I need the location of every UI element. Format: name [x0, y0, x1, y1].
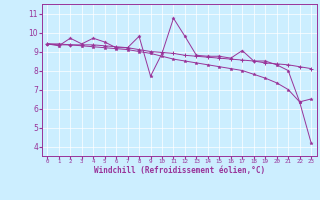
X-axis label: Windchill (Refroidissement éolien,°C): Windchill (Refroidissement éolien,°C) — [94, 166, 265, 175]
